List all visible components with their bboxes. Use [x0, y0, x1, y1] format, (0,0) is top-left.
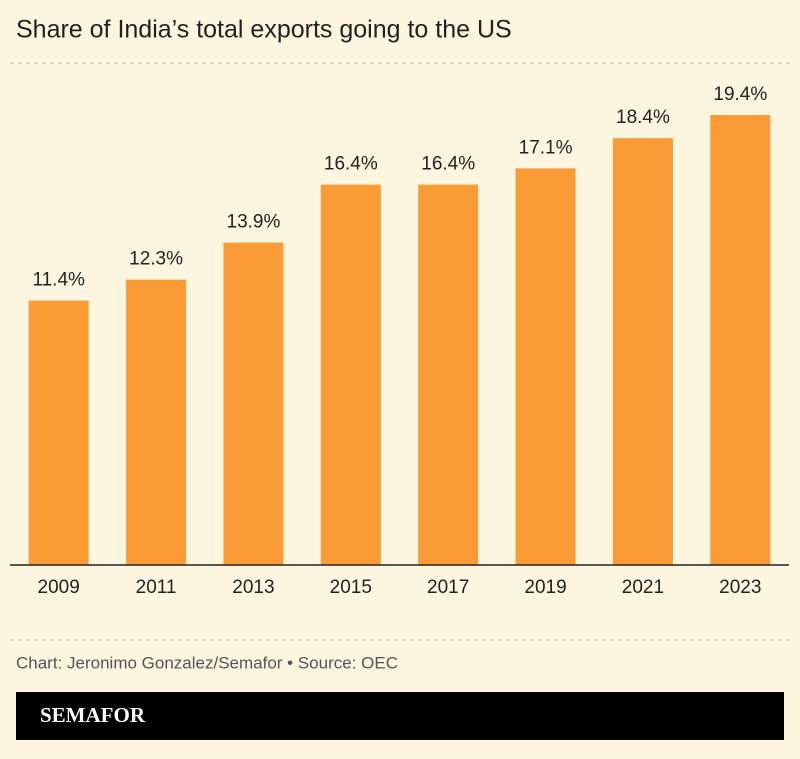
logo: SEMAFOR: [40, 703, 146, 727]
source: Chart: Jeronimo Gonzalez/Semafor • Sourc…: [16, 653, 398, 672]
value-label: 12.3%: [129, 249, 183, 270]
value-label: 13.9%: [227, 212, 281, 233]
bar: [28, 300, 89, 565]
value-label: 16.4%: [421, 154, 475, 175]
x-tick-label: 2023: [719, 577, 761, 598]
x-tick-label: 2019: [524, 577, 566, 598]
value-label: 19.4%: [713, 84, 767, 105]
x-tick-label: 2009: [38, 577, 80, 598]
x-tick-label: 2021: [622, 577, 664, 598]
logo-bar: [16, 692, 784, 740]
x-tick-label: 2011: [136, 577, 177, 598]
value-label: 18.4%: [616, 107, 670, 128]
bar: [126, 279, 187, 565]
bar: [515, 168, 576, 565]
x-tick-label: 2015: [330, 577, 372, 598]
bar: [223, 242, 284, 565]
value-label: 17.1%: [519, 137, 573, 158]
bar: [710, 115, 771, 565]
bar: [320, 184, 381, 565]
x-tick-label: 2013: [232, 577, 274, 598]
value-label: 11.4%: [32, 270, 85, 291]
x-tick-label: 2017: [427, 577, 469, 598]
chart-title: Share of India’s total exports going to …: [16, 16, 512, 44]
bar: [418, 184, 479, 565]
bar: [612, 138, 673, 566]
value-label: 16.4%: [324, 154, 378, 175]
